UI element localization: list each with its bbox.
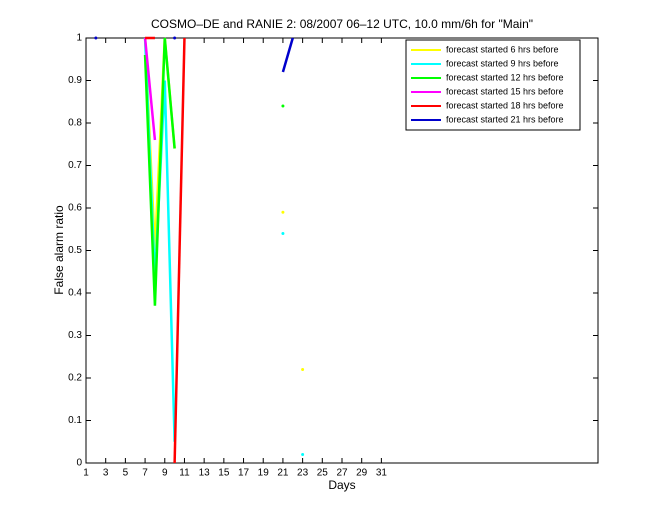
y-tick-label: 0.1 [68, 415, 82, 426]
legend-label: forecast started 18 hrs before [446, 100, 564, 110]
x-tick-label: 17 [238, 468, 250, 479]
x-tick-label: 25 [317, 468, 329, 479]
data-point [301, 453, 305, 456]
x-tick-label: 7 [142, 468, 148, 479]
series-line [173, 37, 186, 464]
data-point [173, 36, 177, 40]
x-tick-label: 21 [277, 468, 289, 479]
data-point [94, 36, 98, 40]
y-axis-label: False alarm ratio [52, 205, 66, 295]
legend-label: forecast started 9 hrs before [446, 58, 559, 68]
y-tick-label: 0.2 [68, 373, 82, 384]
y-tick-label: 0.7 [68, 160, 82, 171]
x-tick-label: 9 [162, 468, 168, 479]
y-tick-label: 0.5 [68, 245, 82, 256]
x-tick-label: 23 [297, 468, 309, 479]
y-tick-label: 0.3 [68, 330, 82, 341]
data-point [281, 210, 285, 214]
x-tick-label: 11 [179, 468, 190, 479]
legend-label: forecast started 21 hrs before [446, 114, 564, 124]
legend-label: forecast started 6 hrs before [446, 44, 559, 54]
x-tick-label: 5 [123, 468, 129, 479]
data-point [301, 368, 305, 371]
data-point [281, 232, 285, 235]
legend-label: forecast started 12 hrs before [446, 72, 564, 82]
x-tick-label: 29 [356, 468, 368, 479]
x-tick-label: 1 [83, 468, 89, 479]
x-tick-label: 13 [199, 468, 211, 479]
y-tick-label: 0.9 [68, 75, 82, 86]
x-axis-label: Days [328, 478, 355, 492]
y-tick-label: 0 [76, 458, 82, 469]
y-tick-label: 0.6 [68, 203, 82, 214]
chart-title: COSMO–DE and RANIE 2: 08/2007 06–12 UTC,… [151, 17, 533, 31]
legend-label: forecast started 15 hrs before [446, 86, 564, 96]
x-tick-label: 15 [218, 468, 230, 479]
x-tick-label: 31 [376, 468, 388, 479]
x-tick-label: 3 [103, 468, 109, 479]
y-tick-label: 1 [76, 33, 82, 44]
y-tick-label: 0.4 [68, 288, 82, 299]
y-tick-label: 0.8 [68, 118, 82, 129]
legend-box [405, 39, 581, 131]
x-tick-label: 27 [336, 468, 348, 479]
series-line [143, 37, 157, 141]
x-tick-label: 19 [258, 468, 270, 479]
data-point [281, 104, 285, 108]
series-line [281, 37, 294, 73]
series-line [143, 37, 176, 306]
